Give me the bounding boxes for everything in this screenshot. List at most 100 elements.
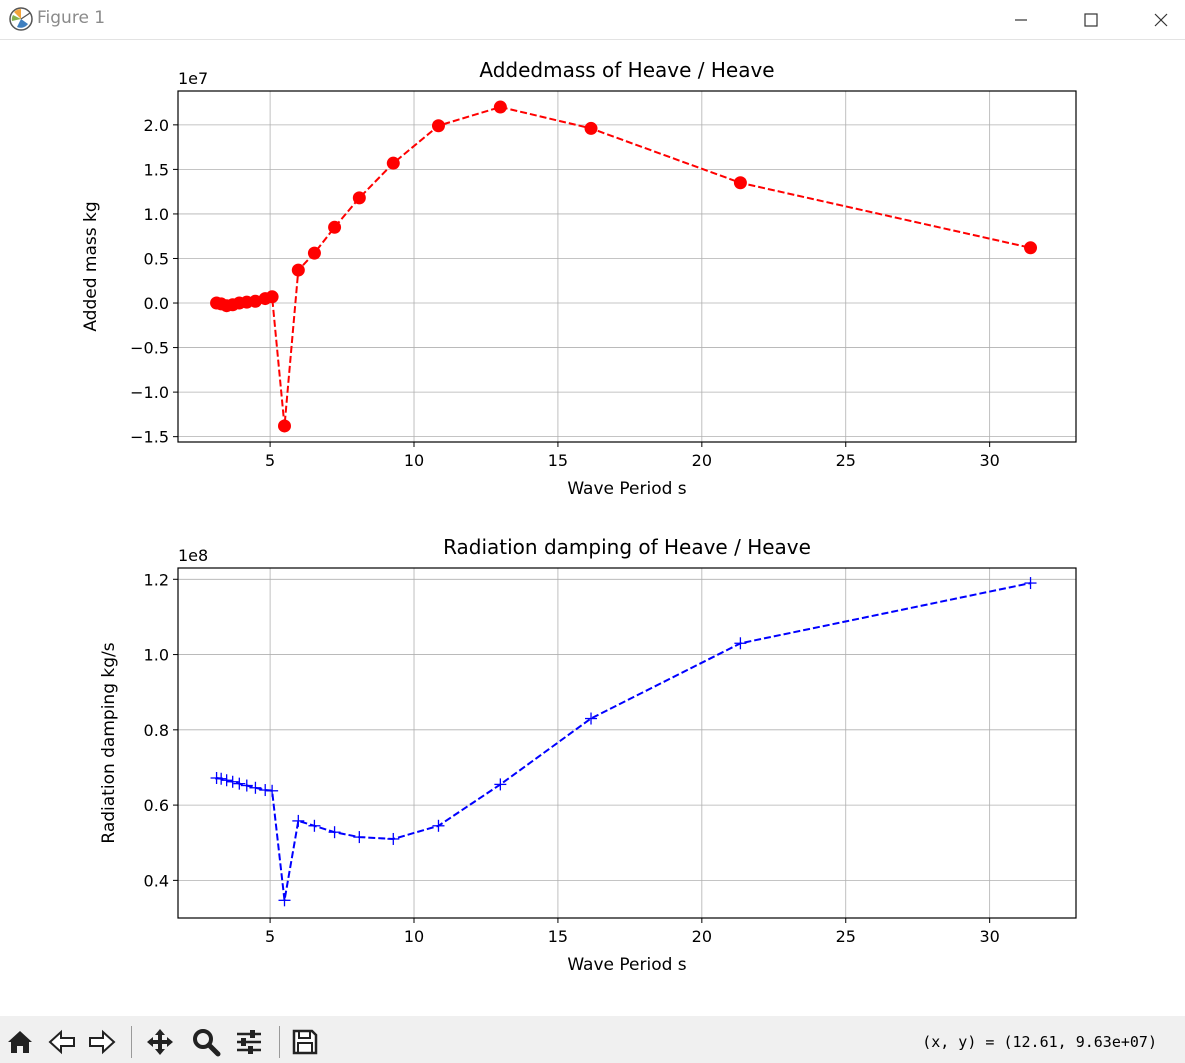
data-point	[233, 777, 246, 790]
series-line	[216, 582, 1031, 901]
configure-subplots-icon	[237, 1030, 261, 1054]
data-point	[249, 781, 262, 794]
y-tick-label: −1.5	[130, 428, 169, 447]
home-button[interactable]	[3, 1025, 37, 1059]
data-point	[493, 100, 507, 114]
data-point	[220, 774, 233, 787]
data-point	[307, 246, 321, 260]
y-tick-label: 0.0	[144, 294, 169, 313]
axes-frame	[177, 567, 1077, 919]
toolbar-separator	[279, 1026, 280, 1058]
data-point	[328, 220, 342, 234]
maximize-button[interactable]	[1068, 0, 1114, 40]
data-point	[432, 819, 445, 832]
pan-button[interactable]	[143, 1025, 177, 1059]
x-tick-label: 20	[692, 927, 712, 946]
data-point	[584, 121, 598, 135]
x-tick-label: 5	[265, 927, 275, 946]
data-point	[494, 778, 507, 791]
data-point	[352, 191, 366, 205]
forward-arrow-icon	[89, 1029, 116, 1055]
x-tick-label: 30	[979, 451, 999, 470]
home-icon	[8, 1031, 32, 1053]
x-tick-label: 30	[979, 927, 999, 946]
chart-title: Radiation damping of Heave / Heave	[443, 535, 811, 559]
y-tick-label: −0.5	[130, 339, 169, 358]
save-icon	[292, 1029, 318, 1055]
data-point	[291, 263, 305, 277]
data-point	[215, 772, 228, 785]
zoom-icon	[193, 1029, 221, 1057]
configure-subplots-button[interactable]	[232, 1025, 266, 1059]
data-point	[292, 814, 305, 827]
pan-icon	[147, 1029, 173, 1055]
data-point	[277, 419, 291, 433]
zoom-button[interactable]	[189, 1025, 223, 1059]
offset-text: 1e7	[178, 69, 208, 88]
x-tick-label: 25	[836, 451, 856, 470]
close-icon	[1154, 13, 1168, 27]
data-point	[733, 176, 747, 190]
data-point	[386, 156, 400, 170]
matplotlib-logo-icon	[9, 7, 33, 31]
x-tick-label: 5	[265, 451, 275, 470]
maximize-icon	[1084, 13, 1098, 27]
figure-canvas[interactable]: 5 10 15 20 25 30 −1.5 −1.0 −0.5 0.0 0.5 1.0 1.5 2.0 Ad…	[0, 40, 1185, 1016]
y-tick-label: 1.5	[144, 160, 169, 179]
data-point	[387, 832, 400, 845]
y-tick-label: 0.5	[144, 249, 169, 268]
y-tick-label: 1.2	[144, 570, 169, 589]
y-tick-label: 0.4	[144, 871, 169, 890]
y-tick-label: 0.6	[144, 796, 169, 815]
cursor-coordinates: (x, y) = (12.61, 9.63e+07)	[922, 1033, 1157, 1051]
toolbar-separator	[131, 1026, 132, 1058]
close-button[interactable]	[1138, 0, 1184, 40]
data-point	[259, 784, 272, 797]
x-axis-label: Wave Period s	[567, 479, 686, 499]
y-tick-label: 0.8	[144, 721, 169, 740]
y-tick-label: 1.0	[144, 646, 169, 665]
axes-frame	[177, 90, 1077, 443]
navigation-toolbar: (x, y) = (12.61, 9.63e+07)	[0, 1016, 1185, 1063]
data-point	[1024, 241, 1038, 255]
x-axis-label: Wave Period s	[567, 955, 686, 975]
data-point	[1024, 577, 1037, 590]
data-point	[226, 775, 239, 788]
figure-svg: 5 10 15 20 25 30 −1.5 −1.0 −0.5 0.0 0.5 1.0 1.5 2.0 Ad…	[81, 58, 1077, 975]
data-point	[585, 712, 598, 725]
y-tick-label: 1.0	[144, 205, 169, 224]
y-tick-label: 2.0	[144, 116, 169, 135]
x-tick-label: 10	[404, 451, 424, 470]
window-titlebar: Figure 1	[0, 0, 1185, 40]
forward-button[interactable]	[85, 1025, 119, 1059]
data-point	[265, 290, 279, 304]
data-point	[431, 119, 445, 133]
data-point	[240, 779, 253, 792]
x-tick-label: 20	[692, 451, 712, 470]
back-arrow-icon	[48, 1029, 75, 1055]
data-point	[266, 784, 279, 797]
data-point	[353, 831, 366, 844]
x-tick-label: 25	[836, 927, 856, 946]
x-tick-label: 15	[548, 451, 568, 470]
data-point	[734, 637, 747, 650]
y-axis-label: Radiation damping kg/s	[99, 642, 119, 843]
y-tick-label: −1.0	[130, 383, 169, 402]
series-line	[216, 105, 1031, 427]
back-button[interactable]	[45, 1025, 79, 1059]
data-point	[328, 826, 341, 839]
chart-title: Addedmass of Heave / Heave	[479, 58, 774, 82]
x-tick-label: 10	[404, 927, 424, 946]
save-button[interactable]	[288, 1025, 322, 1059]
window-title: Figure 1	[37, 8, 106, 28]
y-axis-label: Added mass kg	[81, 201, 101, 331]
minimize-icon	[1015, 19, 1027, 21]
data-point	[308, 819, 321, 832]
data-point	[278, 894, 291, 907]
chart-1: 5 10 15 20 25 30 −1.5 −1.0 −0.5 0.0 0.5 1.0 1.5 2.0 Ad…	[81, 58, 1077, 499]
data-point	[248, 294, 262, 308]
offset-text: 1e8	[178, 546, 208, 565]
chart-2: 5 10 15 20 25 30 0.4 0.6 0.8 1.0 1.2 Radiation damp…	[99, 535, 1077, 975]
x-tick-label: 15	[548, 927, 568, 946]
minimize-button[interactable]	[998, 0, 1044, 40]
